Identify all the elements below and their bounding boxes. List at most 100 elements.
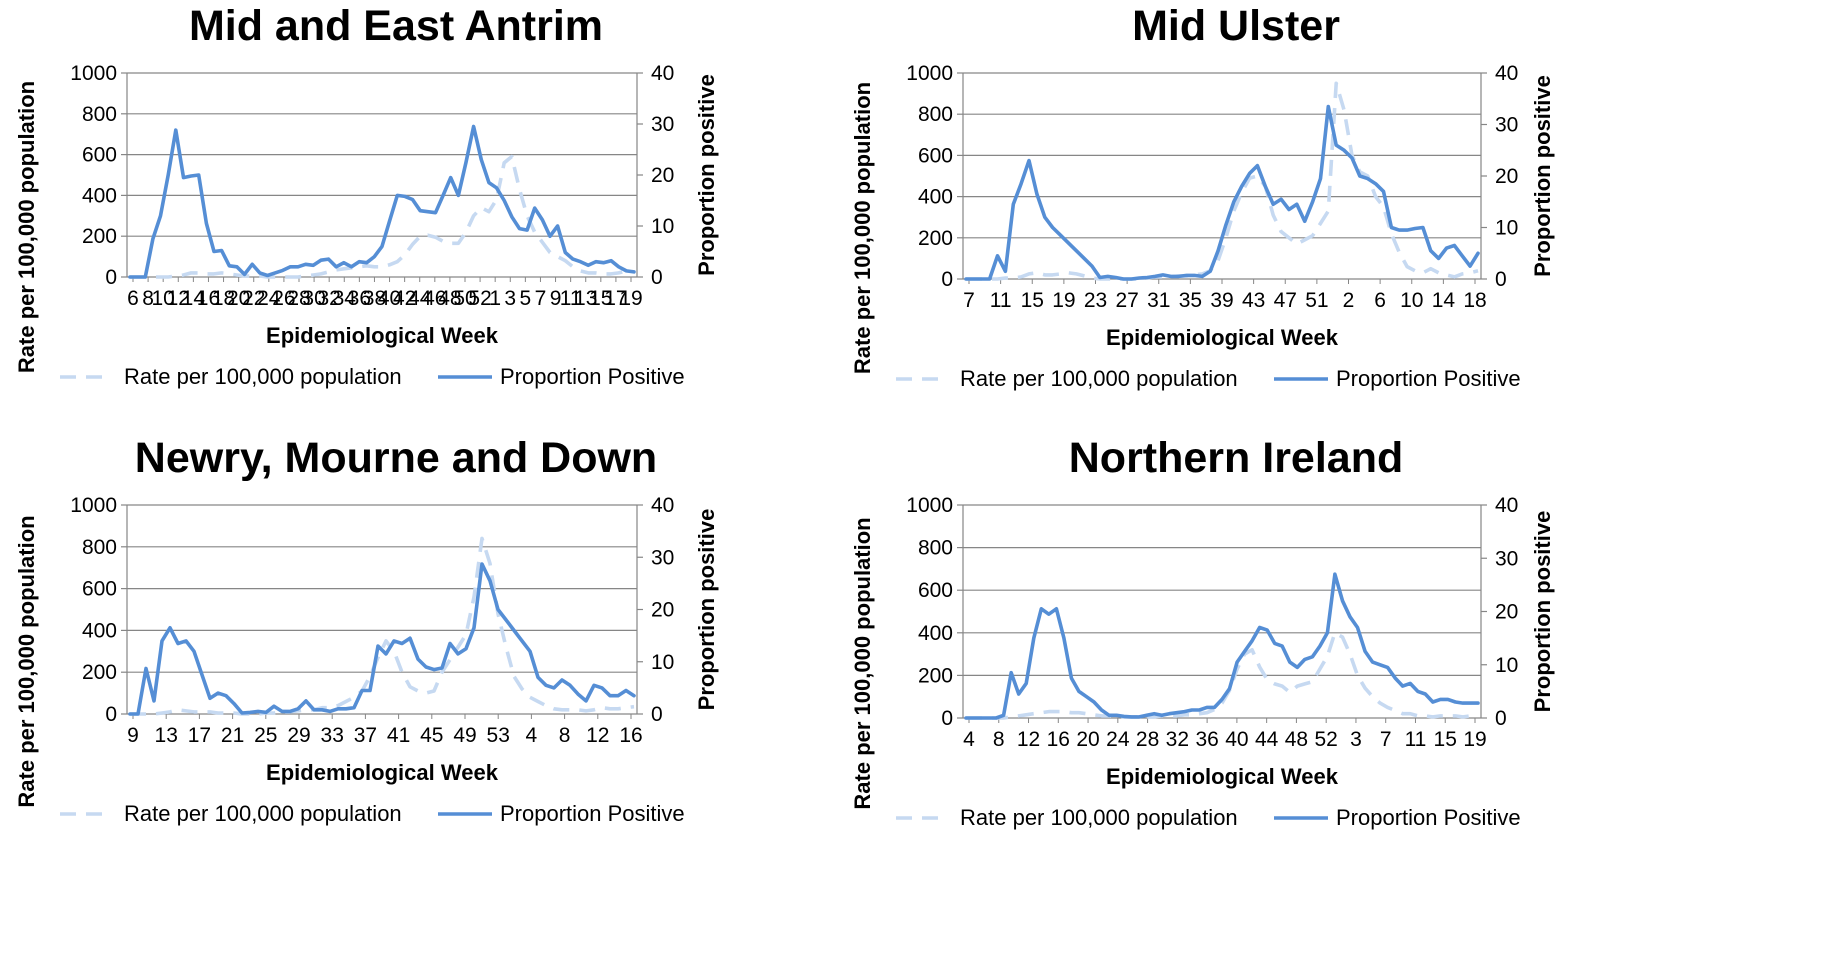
y-tick-label: 400 xyxy=(918,622,953,645)
x-tick-label: 12 xyxy=(1017,728,1040,751)
x-tick-label: 25 xyxy=(254,724,277,747)
y-tick-label: 800 xyxy=(918,537,953,560)
x-tick-label: 4 xyxy=(526,724,538,747)
x-tick-label: 12 xyxy=(586,724,609,747)
x-tick-label: 23 xyxy=(1084,289,1107,312)
legend: Rate per 100,000 population Proportion Po… xyxy=(896,366,1521,391)
x-tick-label: 9 xyxy=(127,724,139,747)
y2-tick-label: 10 xyxy=(1495,217,1518,240)
x-tick-label: 41 xyxy=(387,724,410,747)
chart-panel-newry-mourne-and-down: Newry, Mourne and Down 0 200 400 600 800 1000 0… xyxy=(0,432,921,917)
x-tick-label: 12 xyxy=(167,287,190,310)
x-tick-label: 22 xyxy=(242,287,265,310)
x-tick-label: 6 xyxy=(127,287,139,310)
y-tick-label: 1000 xyxy=(906,494,953,517)
x-tick-label: 14 xyxy=(1432,289,1456,312)
series-line-proportion xyxy=(964,572,1480,720)
x-tick-label: 36 xyxy=(348,287,371,310)
chart-title: Mid Ulster xyxy=(1132,2,1340,50)
x-tick-label: 52 xyxy=(468,287,491,310)
series-line-proportion xyxy=(964,104,1480,281)
y2-tick-label: 20 xyxy=(1495,165,1518,188)
x-tick-label: 28 xyxy=(287,287,310,310)
x-tick-label: 5 xyxy=(520,287,532,310)
y-tick-label: 400 xyxy=(918,186,953,209)
y-tick-label: 1000 xyxy=(70,62,117,85)
series-line-proportion xyxy=(128,124,636,279)
x-tick-label: 32 xyxy=(1166,728,1189,751)
y-tick-label: 1000 xyxy=(906,62,953,85)
chart-svg: Newry, Mourne and Down 0 200 400 600 800 1000 0… xyxy=(14,434,719,826)
x-tick-label: 48 xyxy=(1285,728,1308,751)
y2-tick-label: 0 xyxy=(651,266,663,289)
legend-label-rate: Rate per 100,000 population xyxy=(124,801,402,826)
legend-label-rate: Rate per 100,000 population xyxy=(960,805,1238,830)
y-axis-title: Rate per 100,000 population xyxy=(14,515,39,807)
x-tick-label: 8 xyxy=(559,724,571,747)
y2-tick-label: 40 xyxy=(1495,494,1518,517)
chart-title: Newry, Mourne and Down xyxy=(135,434,657,482)
y2-tick-label: 40 xyxy=(1495,62,1518,85)
y2-axis-title: Proportion positive xyxy=(694,509,719,711)
y2-tick-label: 20 xyxy=(651,164,674,187)
x-tick-label: 19 xyxy=(619,287,642,310)
x-tick-label: 47 xyxy=(1274,289,1297,312)
series-line-rate xyxy=(130,154,635,279)
x-tick-label: 10 xyxy=(152,287,175,310)
series-line-rate xyxy=(130,536,635,716)
x-tick-label: 3 xyxy=(1350,728,1362,751)
y-tick-label: 600 xyxy=(918,144,953,167)
y2-tick-label: 30 xyxy=(651,546,674,569)
x-tick-label: 18 xyxy=(1463,289,1486,312)
y-axis-title: Rate per 100,000 population xyxy=(14,81,39,373)
y-tick-label: 800 xyxy=(82,103,117,126)
x-tick-label: 33 xyxy=(321,724,344,747)
x-tick-label: 49 xyxy=(453,724,476,747)
x-tick-label: 6 xyxy=(1374,289,1386,312)
x-tick-label: 44 xyxy=(408,287,432,310)
x-tick-label: 38 xyxy=(363,287,386,310)
x-axis-title: Epidemiological Week xyxy=(266,323,499,348)
chart-panel-mid-ulster: Mid Ulster 0 200 400 600 800 1000 0 10 20 30 40 7 11 1… xyxy=(836,0,1757,485)
y2-tick-label: 30 xyxy=(651,113,674,136)
x-tick-label: 40 xyxy=(378,287,401,310)
x-tick-label: 7 xyxy=(963,289,975,312)
x-tick-label: 11 xyxy=(560,287,582,310)
x-tick-label: 43 xyxy=(1242,289,1265,312)
y2-tick-label: 20 xyxy=(651,599,674,622)
y-tick-label: 200 xyxy=(82,661,117,684)
x-tick-label: 13 xyxy=(155,724,178,747)
x-tick-label: 3 xyxy=(504,287,516,310)
y2-axis-title: Proportion positive xyxy=(1530,75,1555,277)
x-tick-label: 7 xyxy=(535,287,547,310)
y-axis-title: Rate per 100,000 population xyxy=(850,82,875,374)
x-tick-label: 27 xyxy=(1115,289,1138,312)
y2-tick-label: 10 xyxy=(651,651,674,674)
series-line-rate xyxy=(966,81,1479,281)
legend: Rate per 100,000 population Proportion Po… xyxy=(60,364,685,389)
x-tick-label: 11 xyxy=(990,289,1012,312)
x-tick-label: 16 xyxy=(1047,728,1070,751)
chart-svg: Mid and East Antrim 0 200 400 600 800 1000 0 10 2… xyxy=(14,2,719,389)
x-tick-label: 10 xyxy=(1400,289,1423,312)
x-tick-label: 37 xyxy=(354,724,377,747)
x-tick-label: 42 xyxy=(393,287,416,310)
x-tick-label: 15 xyxy=(589,287,612,310)
x-tick-label: 35 xyxy=(1179,289,1202,312)
x-tick-label: 45 xyxy=(420,724,443,747)
y-tick-label: 1000 xyxy=(70,494,117,517)
y-tick-label: 0 xyxy=(941,268,953,291)
x-tick-label: 20 xyxy=(1076,728,1099,751)
x-tick-label: 39 xyxy=(1210,289,1233,312)
x-tick-label: 52 xyxy=(1314,728,1337,751)
y-tick-label: 0 xyxy=(105,703,117,726)
y-tick-label: 800 xyxy=(82,536,117,559)
x-tick-label: 14 xyxy=(182,287,206,310)
y2-tick-label: 0 xyxy=(1495,268,1507,291)
chart-title: Mid and East Antrim xyxy=(189,2,603,50)
x-tick-label: 16 xyxy=(619,724,642,747)
y2-tick-label: 30 xyxy=(1495,547,1518,570)
chart-panel-northern-ireland: Northern Ireland 0 200 400 600 800 1000 0 10 20 30… xyxy=(836,432,1757,917)
y2-tick-label: 10 xyxy=(1495,654,1518,677)
series-line-rate xyxy=(966,631,1478,720)
